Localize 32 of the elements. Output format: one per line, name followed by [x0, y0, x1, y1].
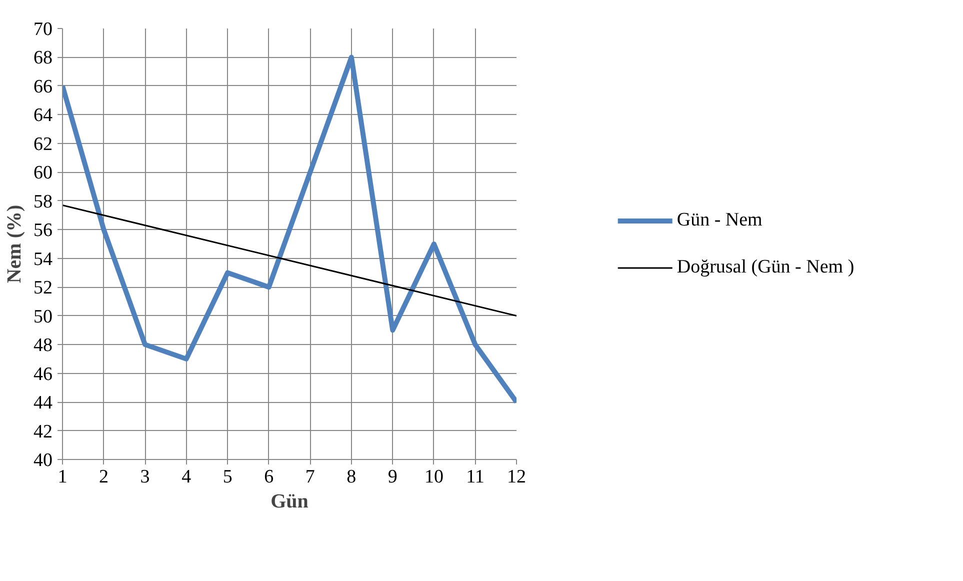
y-tick-label: 54: [34, 248, 53, 270]
legend-label: Doğrusal (Gün - Nem ): [676, 256, 854, 278]
x-tick-label: 5: [222, 466, 232, 488]
y-tick-label: 60: [34, 162, 52, 184]
y-tick-label: 44: [34, 392, 53, 414]
x-axis-title: Gün: [270, 490, 308, 512]
x-tick-label: 10: [424, 466, 444, 488]
x-tick-label: 11: [466, 466, 484, 488]
y-tick-label: 70: [34, 19, 52, 40]
y-tick-label: 58: [34, 191, 52, 212]
x-tick-label: 12: [507, 466, 526, 488]
x-tick-label: 4: [182, 466, 192, 488]
legend-label: Gün - Nem: [676, 209, 762, 231]
x-tick-label: 2: [99, 466, 109, 488]
x-tick-label: 1: [58, 466, 68, 488]
y-tick-label: 68: [34, 48, 52, 69]
y-tick-label: 62: [34, 134, 52, 155]
y-axis-title: Nem (%): [4, 204, 26, 284]
y-tick-label: 42: [34, 421, 52, 442]
y-tick-label: 46: [34, 364, 52, 385]
x-tick-label: 6: [264, 466, 274, 488]
x-tick-label: 8: [346, 466, 356, 488]
y-tick-label: 56: [34, 220, 52, 242]
y-tick-label: 52: [34, 278, 52, 299]
y-tick-label: 66: [34, 76, 52, 98]
y-tick-label: 50: [34, 306, 52, 328]
x-tick-label: 9: [388, 466, 398, 488]
y-tick-label: 64: [34, 105, 53, 126]
x-tick-label: 3: [140, 466, 150, 488]
x-tick-label: 7: [305, 466, 315, 488]
y-tick-label: 40: [34, 450, 52, 471]
y-tick-label: 48: [34, 335, 52, 356]
